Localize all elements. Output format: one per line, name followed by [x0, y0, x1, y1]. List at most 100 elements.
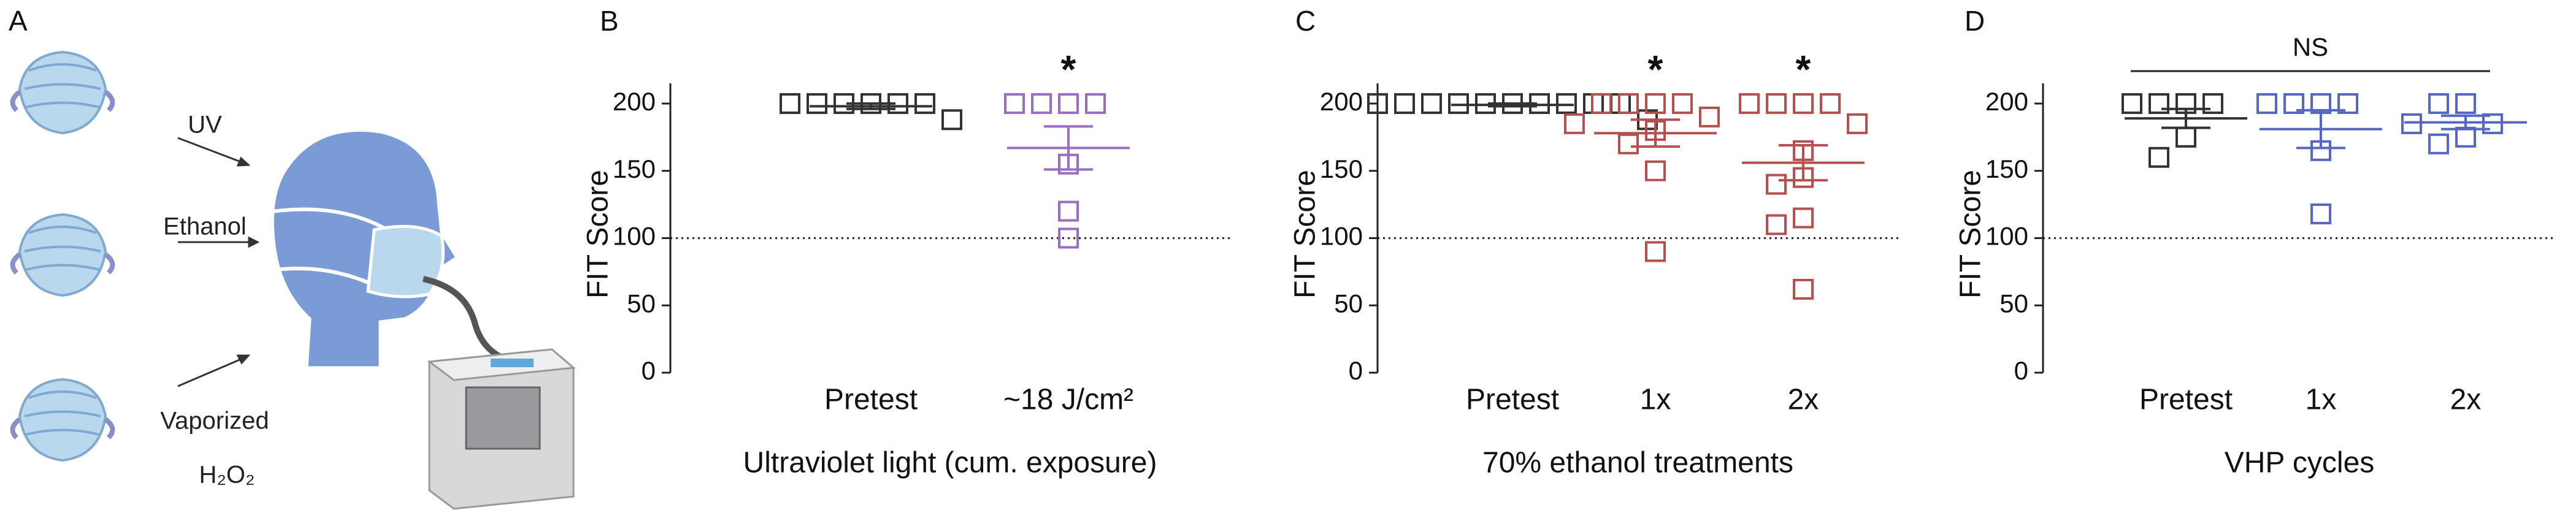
error-bar: [2296, 108, 2345, 150]
treatment-label: UV: [188, 112, 222, 139]
error-bar: [846, 102, 895, 110]
data-point: [1645, 93, 1666, 114]
data-point: [1394, 93, 1415, 114]
data-point: [1793, 278, 1814, 300]
y-axis-label: FIT Score: [1289, 170, 1322, 299]
x-tick-label: Pretest: [1466, 384, 1559, 416]
data-point: [1031, 93, 1052, 114]
data-point: [2337, 93, 2358, 114]
tube: [422, 276, 516, 365]
error-bar: [1044, 125, 1093, 171]
data-point: [1058, 227, 1079, 249]
y-tick-label: 150: [613, 154, 656, 183]
data-point: [1591, 93, 1612, 114]
fit-tester: [427, 348, 576, 510]
head: [270, 128, 459, 370]
data-point: [1564, 113, 1585, 134]
x-tick-label: Pretest: [824, 384, 918, 416]
x-tick-label: 1x: [1640, 384, 1671, 416]
x-axis-label: 70% ethanol treatments: [1482, 447, 1793, 479]
bracket-label: NS: [2293, 32, 2328, 61]
panel-letter: C: [1295, 5, 1316, 37]
y-tick-label: 0: [642, 356, 656, 385]
data-point: [1672, 93, 1693, 114]
panel-a-illustration: A UV Ethanol Vaporized H₂O₂: [9, 5, 576, 510]
data-point: [941, 109, 962, 131]
data-point: [1847, 113, 1868, 134]
significance-label: *: [1061, 47, 1076, 91]
data-point: [2428, 133, 2449, 154]
x-tick-label: 1x: [2306, 384, 2337, 416]
panel-letter: B: [600, 5, 619, 37]
y-tick-label: 150: [1320, 154, 1363, 183]
data-point: [1618, 133, 1639, 154]
data-point: [1766, 214, 1787, 235]
y-tick-label: 200: [1320, 87, 1363, 116]
data-point: [1766, 173, 1787, 195]
y-tick-label: 100: [1985, 222, 2028, 251]
error-bar: [2441, 114, 2490, 131]
treatment-label: H₂O₂: [199, 462, 255, 489]
x-axis-label: VHP cycles: [2225, 447, 2375, 479]
panel-letter: D: [1965, 5, 1985, 37]
arrows: [177, 137, 260, 387]
data-point: [1367, 93, 1388, 114]
y-tick-label: 50: [627, 289, 656, 318]
y-tick-label: 0: [1349, 356, 1363, 385]
data-point: [1820, 93, 1841, 114]
data-point: [1793, 93, 1814, 114]
data-point: [1004, 93, 1025, 114]
data-point: [1556, 93, 1577, 114]
data-point: [2310, 203, 2331, 224]
data-point: [780, 93, 800, 114]
data-point: [1058, 200, 1079, 222]
error-bar: [1631, 118, 1680, 148]
y-tick-label: 200: [613, 87, 656, 116]
y-tick-label: 200: [1985, 87, 2028, 116]
data-point: [2401, 113, 2422, 134]
data-point: [914, 93, 935, 114]
data-point: [807, 93, 827, 114]
data-point: [2149, 93, 2169, 114]
treatment-label: Ethanol: [163, 213, 247, 240]
data-point: [2149, 147, 2169, 168]
significance-label: *: [1796, 47, 1811, 91]
data-point: [2122, 93, 2142, 114]
data-point: [2202, 93, 2223, 114]
data-point: [2455, 93, 2476, 114]
data-point: [1618, 93, 1639, 114]
masks: [10, 50, 115, 462]
x-tick-label: ~18 J/cm²: [1003, 384, 1133, 416]
x-axis-label: Ultraviolet light (cum. exposure): [743, 447, 1157, 479]
significance-label: *: [1648, 47, 1663, 91]
data-point: [1058, 93, 1079, 114]
data-point: [2175, 126, 2196, 148]
data-point: [1793, 207, 1814, 229]
data-point: [1766, 93, 1787, 114]
panel: B 0 50 100 150 200 FIT Score Ultraviolet light …: [582, 5, 1230, 479]
data-point: [1699, 106, 1720, 128]
treatment-label: Vaporized: [160, 408, 269, 435]
panel: C 0 50 100 150 200 FIT Score 70% ethanol treatm…: [1289, 5, 1898, 479]
data-point: [2455, 126, 2476, 148]
error-bar: [1488, 102, 1537, 108]
y-axis-label: FIT Score: [582, 170, 615, 299]
data-point: [1085, 93, 1106, 114]
data-point: [1645, 241, 1666, 262]
x-tick-label: 2x: [1788, 384, 1819, 416]
y-tick-label: 150: [1985, 154, 2028, 183]
data-point: [1421, 93, 1442, 114]
panel: D 0 50 100 150 200 FIT Score VHP cycles Pretest 1…: [1955, 5, 2556, 479]
data-point: [2428, 93, 2449, 114]
x-tick-label: Pretest: [2139, 384, 2233, 416]
data-point: [2256, 93, 2277, 114]
x-tick-label: 2x: [2450, 384, 2482, 416]
panel-letter: A: [9, 5, 28, 37]
data-point: [2482, 113, 2503, 134]
y-axis-label: FIT Score: [1955, 170, 1987, 299]
y-tick-label: 50: [1334, 289, 1363, 318]
y-tick-label: 50: [1999, 289, 2028, 318]
y-tick-label: 100: [1320, 222, 1363, 251]
data-point: [1645, 160, 1666, 181]
